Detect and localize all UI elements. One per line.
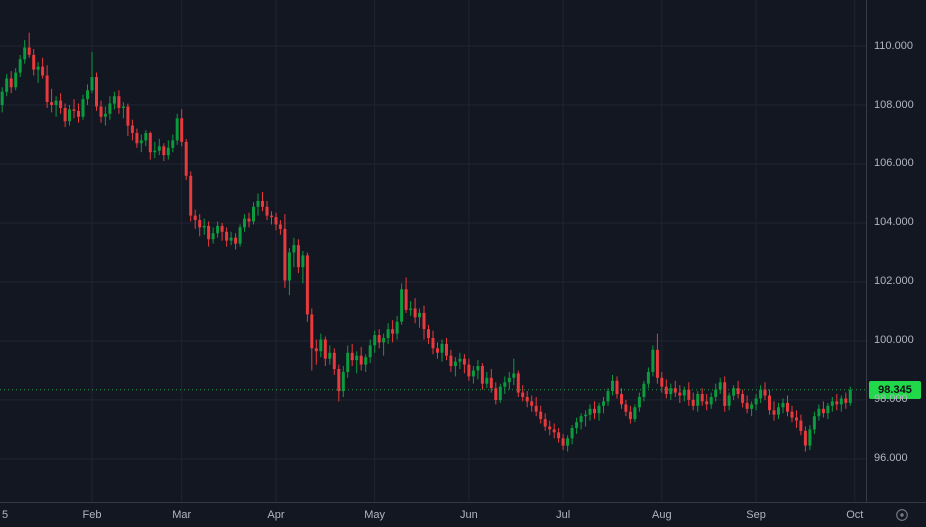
scales-settings-button[interactable] — [894, 507, 910, 523]
time-axis-tick: May — [364, 509, 386, 521]
price-axis-tick: 108.000 — [874, 98, 914, 111]
price-axis-tick: 100.000 — [874, 334, 914, 347]
candlestick-chart[interactable] — [0, 0, 866, 502]
time-axis-tick: Jun — [460, 509, 478, 521]
time-axis-tick: Mar — [172, 509, 192, 521]
chart-plot-area[interactable] — [0, 0, 866, 502]
time-axis-tick: Sep — [746, 509, 766, 521]
time-axis[interactable]: 5 Feb Mar Apr May Jun Jul Aug Sep Oct — [0, 502, 926, 527]
price-axis[interactable]: 98.345 110.000 108.000 106.000 104.000 102.0… — [866, 0, 926, 502]
grid-lines — [0, 0, 866, 502]
price-axis-tick: 106.000 — [874, 157, 914, 170]
time-axis-tick: Aug — [652, 509, 672, 521]
last-price-label: 98.345 — [869, 380, 921, 399]
price-axis-tick: 98.000 — [874, 393, 908, 406]
time-axis-tick: Feb — [82, 509, 102, 521]
time-axis-tick: 5 — [2, 509, 9, 521]
price-axis-tick: 104.000 — [874, 216, 914, 229]
time-axis-tick: Jul — [556, 509, 571, 521]
time-axis-tick: Oct — [846, 509, 864, 521]
time-axis-tick: Apr — [267, 509, 285, 521]
price-axis-tick: 110.000 — [874, 39, 913, 52]
price-axis-tick: 96.000 — [874, 452, 908, 465]
candlestick-series — [0, 32, 852, 452]
target-circle-icon — [896, 509, 908, 521]
price-axis-tick: 102.000 — [874, 275, 914, 288]
